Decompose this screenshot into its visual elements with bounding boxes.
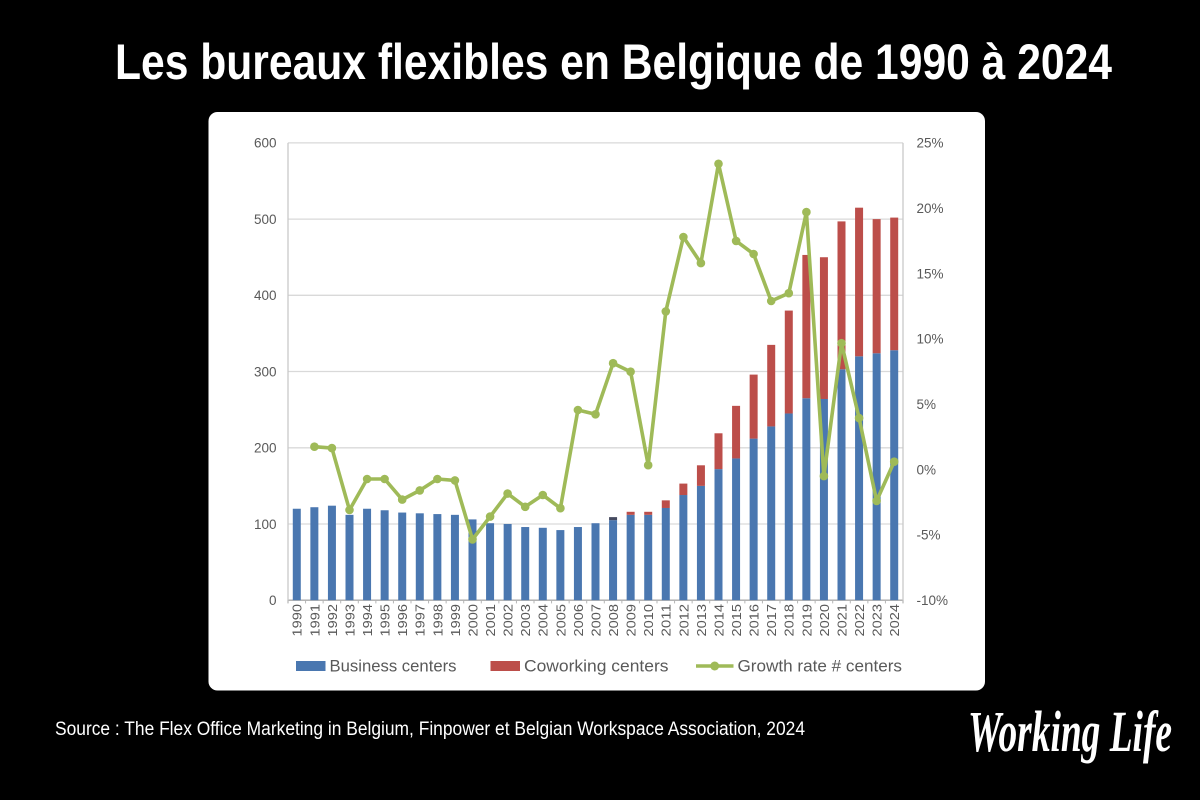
svg-text:20%: 20% [917, 201, 944, 216]
svg-text:2017: 2017 [764, 604, 779, 637]
svg-text:2005: 2005 [553, 604, 568, 637]
svg-text:0%: 0% [917, 462, 937, 477]
svg-text:2016: 2016 [747, 604, 762, 637]
svg-text:1995: 1995 [378, 604, 393, 637]
svg-text:1998: 1998 [430, 604, 445, 637]
svg-text:Business centers: Business centers [330, 657, 457, 676]
svg-text:500: 500 [254, 212, 277, 227]
svg-text:15%: 15% [917, 266, 944, 281]
svg-text:200: 200 [254, 441, 277, 456]
svg-text:2019: 2019 [799, 604, 814, 637]
svg-text:-10%: -10% [917, 593, 949, 608]
svg-text:2024: 2024 [887, 604, 902, 637]
svg-text:1999: 1999 [448, 604, 463, 637]
svg-text:2018: 2018 [782, 604, 797, 637]
svg-text:600: 600 [254, 136, 277, 151]
svg-text:Source : The Flex Office Marke: Source : The Flex Office Marketing in Be… [55, 719, 805, 740]
svg-text:2015: 2015 [729, 604, 744, 637]
svg-text:2003: 2003 [518, 604, 533, 637]
svg-text:2006: 2006 [571, 604, 586, 637]
svg-text:2009: 2009 [624, 604, 639, 637]
svg-text:2022: 2022 [852, 604, 867, 637]
svg-text:1996: 1996 [395, 604, 410, 637]
svg-text:2004: 2004 [536, 604, 551, 637]
svg-text:1991: 1991 [307, 604, 322, 637]
svg-text:Les bureaux flexibles en Belgi: Les bureaux flexibles en Belgique de 199… [115, 34, 1112, 90]
svg-text:Growth rate # centers: Growth rate # centers [738, 657, 903, 676]
svg-text:2002: 2002 [501, 604, 516, 637]
svg-text:10%: 10% [917, 332, 944, 347]
svg-text:100: 100 [254, 517, 277, 532]
svg-text:2023: 2023 [870, 604, 885, 637]
svg-text:Coworking centers: Coworking centers [524, 657, 669, 676]
svg-text:2000: 2000 [465, 604, 480, 637]
svg-text:0: 0 [269, 593, 277, 608]
svg-text:25%: 25% [917, 136, 944, 151]
svg-text:1990: 1990 [290, 604, 305, 637]
svg-text:300: 300 [254, 364, 277, 379]
svg-text:2007: 2007 [588, 604, 603, 637]
svg-text:2020: 2020 [817, 604, 832, 637]
svg-text:Working Life: Working Life [968, 699, 1172, 764]
svg-text:1993: 1993 [342, 604, 357, 637]
svg-text:2001: 2001 [483, 604, 498, 637]
svg-text:2013: 2013 [694, 604, 709, 637]
svg-text:2010: 2010 [641, 604, 656, 637]
svg-text:2008: 2008 [606, 604, 621, 637]
svg-text:1992: 1992 [325, 604, 340, 637]
svg-text:2011: 2011 [659, 604, 674, 637]
svg-text:1994: 1994 [360, 604, 375, 637]
svg-text:2012: 2012 [676, 604, 691, 637]
svg-text:5%: 5% [917, 397, 937, 412]
svg-text:2021: 2021 [834, 604, 849, 637]
svg-text:-5%: -5% [917, 528, 941, 543]
svg-text:1997: 1997 [413, 604, 428, 637]
svg-text:400: 400 [254, 288, 277, 303]
svg-text:2014: 2014 [711, 604, 726, 637]
